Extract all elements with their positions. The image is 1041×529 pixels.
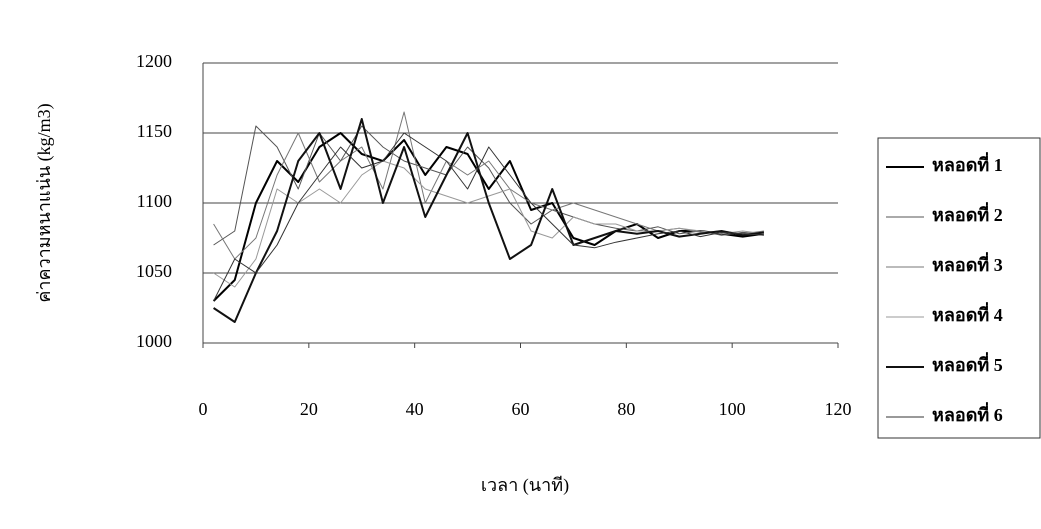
legend-label: หลอดที่ 4	[932, 302, 1003, 325]
legend-label: หลอดที่ 2	[932, 202, 1003, 225]
x-tick-label: 40	[406, 399, 424, 419]
y-axis-title: ค่าความหนาแน่น (kg/m3)	[34, 103, 55, 302]
y-tick-label: 1050	[136, 261, 172, 281]
legend-label: หลอดที่ 3	[932, 252, 1003, 275]
legend-label: หลอดที่ 6	[932, 402, 1003, 425]
x-tick-label: 100	[719, 399, 746, 419]
x-axis-title: เวลา (นาที)	[481, 475, 569, 496]
y-tick-label: 1200	[136, 51, 172, 71]
x-tick-label: 60	[512, 399, 530, 419]
x-tick-label: 120	[825, 399, 852, 419]
legend-label: หลอดที่ 1	[932, 152, 1003, 175]
y-tick-label: 1100	[137, 191, 172, 211]
chart: ค่าความหนาแน่น (kg/m3) เวลา (นาที) 10001…	[0, 0, 1041, 529]
x-tick-label: 80	[617, 399, 635, 419]
y-tick-label: 1150	[137, 121, 172, 141]
legend-label: หลอดที่ 5	[932, 352, 1003, 375]
y-tick-label: 1000	[136, 331, 172, 351]
x-tick-label: 20	[300, 399, 318, 419]
x-tick-label: 0	[199, 399, 208, 419]
